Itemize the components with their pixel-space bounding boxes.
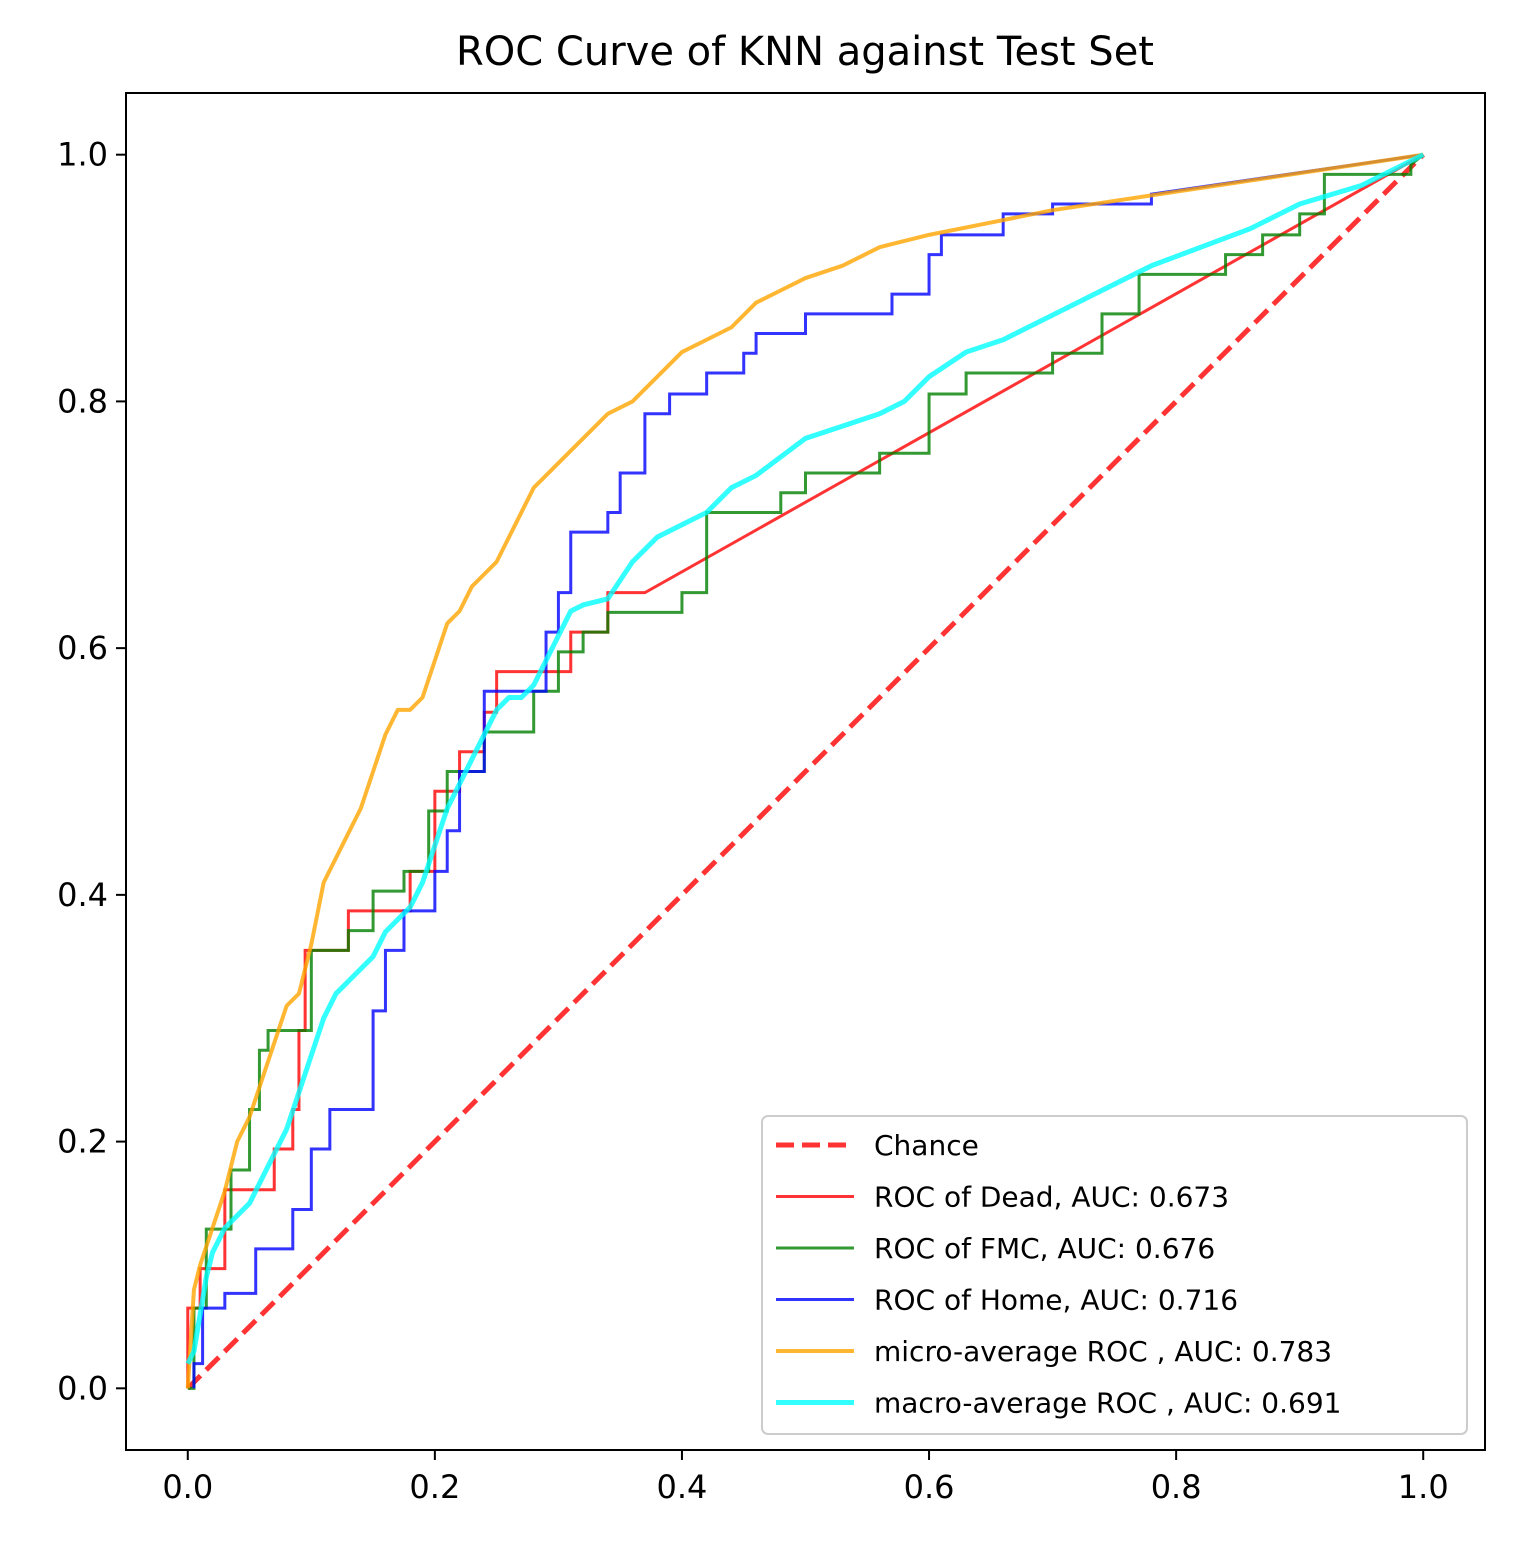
legend-label: ROC of Dead, AUC: 0.673 (874, 1181, 1229, 1214)
x-tick-label: 0.6 (904, 1468, 955, 1506)
legend-label: micro-average ROC , AUC: 0.783 (874, 1335, 1332, 1368)
y-tick-label: 0.6 (57, 629, 108, 667)
x-tick-label: 0.2 (409, 1468, 460, 1506)
y-tick-label: 0.0 (57, 1369, 108, 1407)
x-tick-label: 0.8 (1151, 1468, 1202, 1506)
x-tick-label: 1.0 (1398, 1468, 1449, 1506)
x-tick-label: 0.4 (657, 1468, 708, 1506)
plot-frame (125, 92, 1486, 1451)
y-tick-label: 0.4 (57, 876, 108, 914)
y-tick-label: 0.2 (57, 1123, 108, 1161)
x-axis: 0.0 0.2 0.4 0.6 0.8 1.0 (162, 1450, 1449, 1506)
y-tick-label: 0.8 (57, 382, 108, 420)
legend-label: ROC of FMC, AUC: 0.676 (874, 1232, 1215, 1265)
series-line-5 (185, 152, 1425, 1365)
series-layer (185, 152, 1425, 1391)
series-line-0 (186, 152, 1425, 1391)
legend-box (761, 1115, 1468, 1435)
y-tick-label: 1.0 (57, 136, 108, 174)
y-axis: 0.0 0.2 0.4 0.6 0.8 1.0 (57, 136, 126, 1407)
chart-title: ROC Curve of KNN against Test Set (456, 29, 1154, 75)
series-line-2 (187, 153, 1425, 1390)
series-line-4 (185, 152, 1424, 1389)
legend: Chance ROC of Dead, AUC: 0.673 ROC of FMC,… (761, 1115, 1468, 1435)
legend-label: macro-average ROC , AUC: 0.691 (874, 1387, 1341, 1420)
x-tick-label: 0.0 (162, 1468, 213, 1506)
legend-label: ROC of Home, AUC: 0.716 (874, 1284, 1238, 1317)
series-line-3 (192, 153, 1424, 1389)
legend-label: Chance (874, 1129, 979, 1162)
